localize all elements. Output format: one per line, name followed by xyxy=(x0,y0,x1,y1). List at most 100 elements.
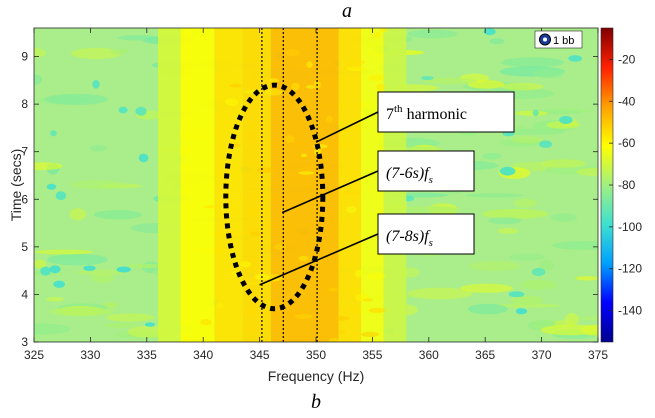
reference-lines xyxy=(261,28,318,342)
noise-spot xyxy=(500,166,516,176)
band-texture xyxy=(326,115,333,123)
band-texture xyxy=(261,213,270,217)
band-texture xyxy=(269,78,279,84)
band-texture xyxy=(334,316,350,321)
noise-spot xyxy=(116,266,131,273)
noise-blob xyxy=(575,276,598,281)
noise-blob xyxy=(489,38,505,45)
y-tick-label: 6 xyxy=(21,192,28,206)
noise-spot xyxy=(532,109,539,117)
noise-blob xyxy=(550,213,577,222)
noise-blob xyxy=(511,136,543,144)
x-tick-label: 360 xyxy=(419,348,439,362)
noise-spot xyxy=(483,28,496,36)
band-segment xyxy=(214,28,243,342)
band-texture xyxy=(354,269,364,278)
noise-blob xyxy=(540,159,586,168)
noise-blob xyxy=(117,35,161,41)
annotation-leaders xyxy=(259,111,379,286)
noise-blob xyxy=(501,57,565,68)
noise-blob xyxy=(47,253,108,266)
band-texture xyxy=(379,28,388,33)
noise-blob xyxy=(460,283,513,293)
noise-spot xyxy=(539,140,553,148)
annotation-box xyxy=(377,91,515,133)
noise-blob xyxy=(71,180,125,190)
noise-blob xyxy=(533,68,564,79)
noise-blob xyxy=(488,217,522,225)
y-tick-label: 7 xyxy=(21,145,28,159)
band-texture xyxy=(338,329,346,334)
noise-blob xyxy=(513,198,537,208)
x-tick-label: 335 xyxy=(137,348,157,362)
noise-spot xyxy=(568,55,583,62)
noise-blob xyxy=(546,121,580,129)
band-texture xyxy=(306,61,313,68)
y-tick-label: 9 xyxy=(21,50,28,64)
noise-spot xyxy=(53,280,65,288)
band-texture xyxy=(239,261,252,268)
noise-blob xyxy=(104,322,138,328)
band-texture xyxy=(250,231,264,236)
noise-blob xyxy=(34,162,63,171)
band-texture xyxy=(229,83,242,88)
noise-blob xyxy=(497,228,519,234)
noise-blob xyxy=(34,259,46,269)
band-texture xyxy=(368,307,386,313)
band-texture xyxy=(361,331,379,338)
x-tick-label: 345 xyxy=(250,348,270,362)
legend-label: 1 bb xyxy=(553,35,574,47)
noise-blob xyxy=(34,249,94,255)
band-texture xyxy=(285,48,301,57)
colorbar: -20 -40 -60 -80 -100 -120 -140 xyxy=(600,27,642,343)
noise-blob xyxy=(34,74,43,85)
noise-blob xyxy=(552,241,598,250)
colorbar-tick-label: -60 xyxy=(618,136,636,150)
band-texture xyxy=(368,74,385,82)
noise-blob xyxy=(45,297,64,302)
annotation-label: 7th harmonic xyxy=(386,103,467,123)
band-texture xyxy=(298,256,310,261)
band-segment xyxy=(242,28,271,342)
x-tick-label: 340 xyxy=(193,348,213,362)
band-texture xyxy=(294,314,313,319)
colorbar-ticks: -20 -40 -60 -80 -100 -120 -140 xyxy=(609,52,642,318)
band-segment xyxy=(338,28,362,342)
colorbar-tick-label: -100 xyxy=(618,220,642,234)
noise-blob xyxy=(465,193,524,198)
x-tick-label: 355 xyxy=(362,348,382,362)
noise-blob xyxy=(539,259,554,271)
x-tick-label: 365 xyxy=(475,348,495,362)
band-texture xyxy=(291,82,300,91)
band-texture xyxy=(306,85,315,89)
noise-blob xyxy=(106,313,155,322)
y-tick-label: 8 xyxy=(21,97,28,111)
noise-blob xyxy=(540,324,598,336)
band-texture xyxy=(376,83,386,92)
x-axis: 325 330 335 340 345 350 355 360 365 370 375 Freque… xyxy=(24,28,608,384)
legend-marker-dot-icon xyxy=(543,37,547,42)
plot-area xyxy=(34,28,598,342)
annotation-label: (7-6s)fs xyxy=(386,165,433,186)
band-texture xyxy=(343,191,362,195)
band-texture xyxy=(273,243,286,251)
noise-spot xyxy=(144,322,155,327)
y-axis: 3 4 5 6 7 8 9 Time (secs) xyxy=(8,50,598,349)
band-texture xyxy=(203,205,218,209)
band-texture xyxy=(195,35,213,42)
annotation-leader xyxy=(281,170,379,214)
x-axis-label: Frequency (Hz) xyxy=(268,368,364,384)
y-tick-marks: 3 4 5 6 7 8 9 xyxy=(21,50,598,349)
harmonic-band-layer xyxy=(158,28,407,342)
x-tick-marks: 325 330 335 340 345 350 355 360 365 370 375 xyxy=(24,28,608,362)
noise-spot xyxy=(118,106,128,114)
noise-spot xyxy=(49,265,61,274)
noise-blob xyxy=(127,263,164,269)
band-texture xyxy=(346,206,357,214)
noise-blob xyxy=(515,110,549,116)
noise-blob xyxy=(422,77,477,85)
noise-blob xyxy=(579,316,598,321)
noise-spot xyxy=(532,267,546,277)
y-tick-label: 3 xyxy=(21,335,28,349)
